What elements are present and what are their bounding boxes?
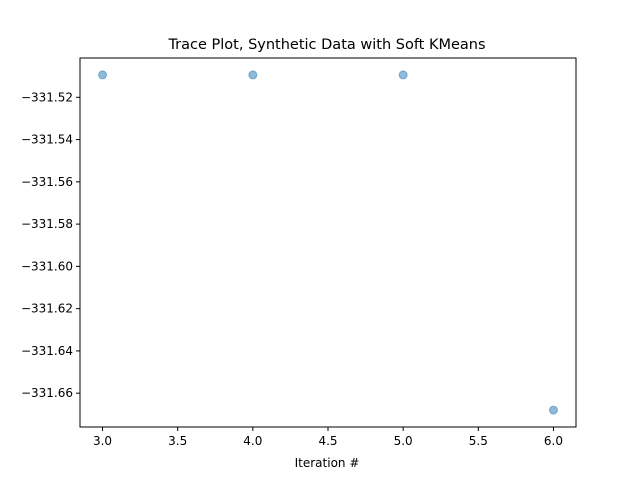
plot-frame xyxy=(79,57,577,428)
x-tick-label: 3.0 xyxy=(93,434,112,448)
chart-title: Trace Plot, Synthetic Data with Soft KMe… xyxy=(167,37,485,53)
data-point xyxy=(248,70,258,80)
data-points xyxy=(98,70,558,415)
x-axis: 3.0 3.5 4.0 4.5 5.0 5.5 6.0 xyxy=(93,427,563,448)
x-tick-label: 5.5 xyxy=(469,434,488,448)
x-tick-label: 4.0 xyxy=(243,434,262,448)
x-tick-label: 5.0 xyxy=(394,434,413,448)
data-point xyxy=(398,70,408,80)
data-point xyxy=(548,405,558,415)
y-axis: −331.52 −331.54 −331.56 −331.58 −331.60 −331.… xyxy=(21,90,80,400)
y-tick-label: −331.54 xyxy=(21,133,73,147)
y-tick-label: −331.52 xyxy=(21,90,73,104)
y-tick-label: −331.64 xyxy=(21,344,73,358)
data-point xyxy=(98,70,108,80)
x-tick-label: 3.5 xyxy=(168,434,187,448)
x-tick-label: 6.0 xyxy=(544,434,563,448)
y-tick-label: −331.66 xyxy=(21,386,73,400)
x-tick-label: 4.5 xyxy=(318,434,337,448)
y-tick-label: −331.56 xyxy=(21,175,73,189)
y-tick-label: −331.58 xyxy=(21,217,73,231)
y-tick-label: −331.60 xyxy=(21,259,73,273)
x-axis-label: Iteration # xyxy=(295,456,360,470)
y-tick-label: −331.62 xyxy=(21,302,73,316)
